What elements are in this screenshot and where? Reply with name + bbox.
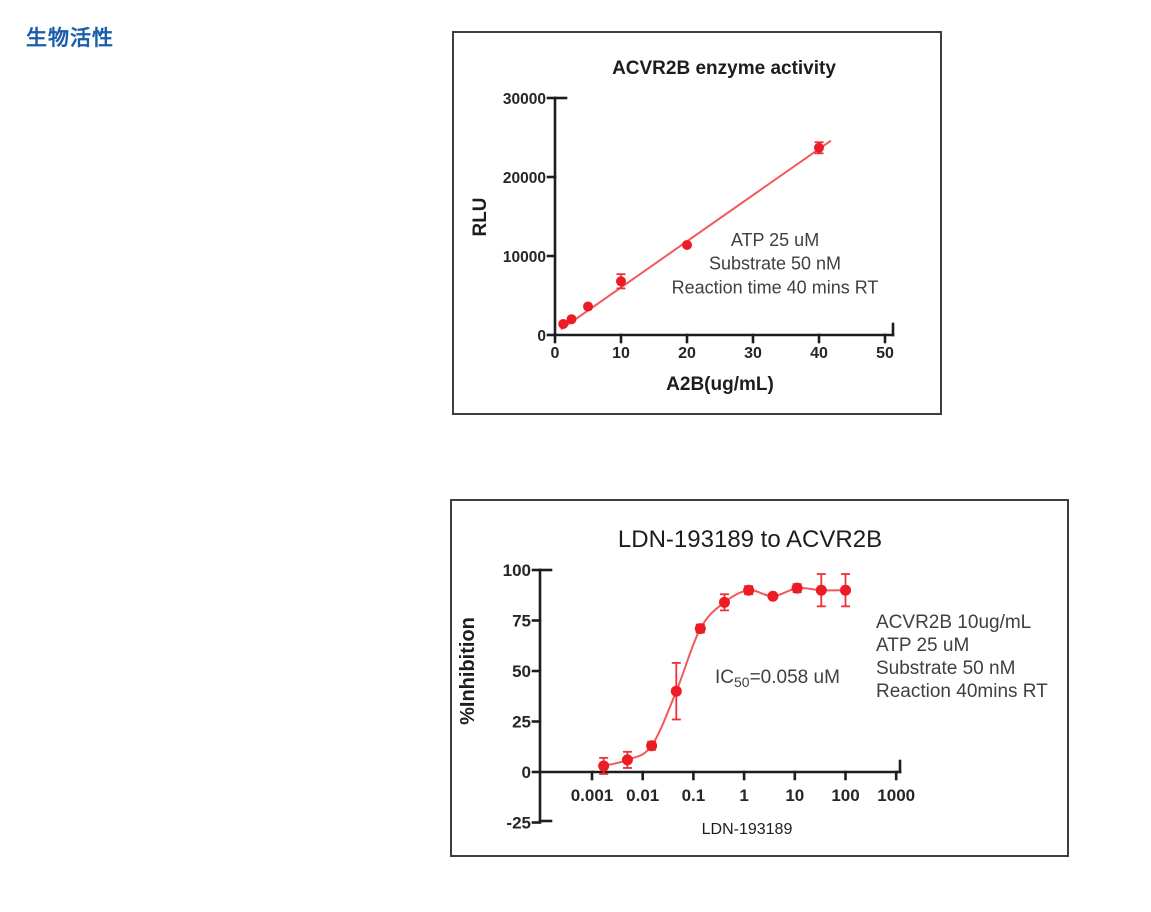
data-point [670, 685, 682, 697]
x-tick-label: 1 [739, 786, 748, 805]
x-tick-label: 0.1 [682, 786, 706, 805]
data-point [621, 754, 633, 766]
x-tick-label: 1000 [877, 786, 915, 805]
condition-line: Reaction 40mins RT [876, 681, 1048, 702]
data-point [682, 239, 692, 250]
x-tick-label: 50 [876, 345, 894, 362]
conditions-annotation: ATP 25 uM Substrate 50 nM Reaction time 40… [672, 230, 879, 297]
x-tick-label: 30 [744, 345, 762, 362]
x-tick-label: 0 [551, 345, 560, 362]
chart-title: ACVR2B enzyme activity [612, 58, 836, 79]
x-tick-label: 40 [810, 345, 828, 362]
acvr2b-enzyme-activity-chart: ACVR2B enzyme activity 0 10000 20000 30000 0 1… [470, 58, 895, 395]
y-tick-label: 50 [512, 662, 531, 681]
condition-line: ATP 25 uM [731, 230, 819, 250]
tick-labels: 0 10000 20000 30000 0 10 20 30 40 50 [503, 91, 894, 362]
data-point [814, 142, 824, 153]
data-point [743, 584, 755, 596]
y-axis-title: RLU [470, 197, 491, 236]
condition-line: ATP 25 uM [876, 635, 969, 656]
data-point [598, 760, 610, 772]
x-tick-label: 100 [831, 786, 859, 805]
data-point [694, 623, 706, 635]
condition-line: Reaction time 40 mins RT [672, 277, 879, 297]
data-point [558, 318, 569, 329]
y-tick-label: -25 [506, 814, 531, 833]
data-point [815, 584, 827, 596]
x-tick-label: 20 [678, 345, 696, 362]
y-axis-title: %Inhibition [457, 617, 479, 725]
y-tick-label: 75 [512, 612, 531, 631]
data-point [718, 596, 730, 608]
data-point [840, 584, 851, 596]
y-tick-label: 0 [522, 763, 531, 782]
x-tick-label: 0.001 [571, 786, 614, 805]
chart-title: LDN-193189 to ACVR2B [618, 526, 882, 553]
ic50-annotation: IC50=0.058 uM [715, 667, 840, 690]
enzyme-activity-panel: ACVR2B enzyme activity 0 10000 20000 30000 0 1… [452, 31, 942, 415]
x-axis-title: A2B(ug/mL) [666, 374, 774, 395]
axes [531, 568, 902, 824]
section-label: 生物活性 [26, 27, 114, 50]
data-point [583, 301, 593, 312]
trend-line [560, 139, 832, 331]
data-point [767, 590, 779, 602]
condition-line: Substrate 50 nM [876, 658, 1015, 679]
data-point [566, 314, 577, 325]
data-points [598, 582, 851, 772]
y-tick-label: 0 [537, 328, 546, 345]
data-point [646, 740, 658, 752]
data-point [616, 276, 626, 287]
y-tick-label: 100 [503, 561, 531, 580]
y-tick-label: 30000 [503, 91, 546, 108]
data-point [791, 582, 803, 594]
x-axis-title: LDN-193189 [702, 821, 793, 838]
y-tick-label: 10000 [503, 249, 546, 266]
tick-labels: -25 0 25 50 75 100 0.001 0.01 0.1 1 10 100 1000 [503, 561, 915, 833]
x-tick-label: 10 [612, 345, 630, 362]
dose-response-panel: LDN-193189 to ACVR2B -25 0 25 50 75 100 0.001 0.… [450, 499, 1069, 857]
y-tick-label: 25 [512, 713, 531, 732]
x-tick-label: 10 [785, 786, 804, 805]
x-tick-label: 0.01 [626, 786, 659, 805]
y-tick-label: 20000 [503, 170, 546, 187]
axes [546, 96, 895, 344]
condition-line: ACVR2B 10ug/mL [876, 612, 1031, 633]
ldn-193189-dose-response-chart: LDN-193189 to ACVR2B -25 0 25 50 75 100 0.001 0.… [457, 526, 1048, 838]
data-points [558, 142, 824, 329]
condition-line: Substrate 50 nM [709, 254, 841, 274]
